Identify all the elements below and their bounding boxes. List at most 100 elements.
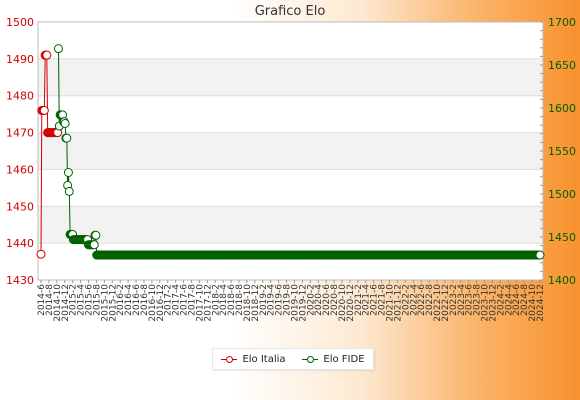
x-tick-label: 2024-8 — [520, 284, 530, 316]
x-tick-label: 2018-4 — [219, 284, 229, 316]
x-tick-label: 2023-4 — [457, 284, 467, 316]
x-tick-label: 2018-6 — [227, 284, 237, 316]
x-tick-label: 2020-12 — [346, 284, 356, 322]
y-left-tick-label: 1500 — [6, 16, 34, 29]
x-tick-label: 2023-2 — [449, 284, 459, 316]
data-point — [53, 44, 63, 54]
x-tick-label: 2022-2 — [401, 284, 411, 316]
plot-band — [38, 132, 543, 170]
x-tick-label: 2022-12 — [441, 284, 451, 322]
x-tick-label: 2021-4 — [362, 284, 372, 316]
x-tick-label: 2024-10 — [528, 284, 538, 322]
x-tick-label: 2024-2 — [496, 284, 506, 316]
x-tick-label: 2016-2 — [116, 284, 126, 316]
data-point — [63, 168, 73, 177]
x-tick-label: 2015-8 — [92, 284, 102, 316]
x-tick-label: 2023-8 — [473, 284, 483, 316]
data-point — [91, 230, 101, 240]
x-tick-label: 2019-4 — [267, 284, 277, 316]
x-tick-label: 2017-8 — [187, 284, 197, 316]
x-tick-label: 2022-10 — [433, 284, 443, 322]
x-tick-label: 2016-8 — [140, 284, 150, 316]
data-point — [89, 240, 99, 250]
x-tick-label: 2017-12 — [203, 284, 213, 322]
y-right-tick-label: 1450 — [548, 231, 576, 244]
plot-band — [38, 58, 543, 96]
y-left-tick-label: 1470 — [6, 127, 34, 140]
x-tick-label: 2015-12 — [108, 284, 118, 322]
x-tick-label: 2020-2 — [306, 284, 316, 316]
x-tick-label: 2017-10 — [195, 284, 205, 322]
x-tick-label: 2016-4 — [124, 284, 134, 316]
x-tick-label: 2017-4 — [172, 284, 182, 316]
x-tick-label: 2016-10 — [148, 284, 158, 322]
x-tick-label: 2024-4 — [504, 284, 514, 316]
x-tick-label: 2022-6 — [417, 284, 427, 316]
x-tick-label: 2021-6 — [370, 284, 380, 316]
legend-item-italia[interactable]: Elo Italia — [221, 353, 286, 365]
data-point — [62, 133, 72, 143]
data-point — [60, 118, 70, 128]
x-tick-label: 2020-6 — [322, 284, 332, 316]
y-left-tick-label: 1430 — [6, 274, 34, 287]
x-tick-label: 2022-8 — [425, 284, 435, 316]
y-right-tick-label: 1550 — [548, 145, 576, 158]
x-tick-label: 2019-12 — [298, 284, 308, 322]
x-tick-label: 2014-10 — [53, 284, 63, 322]
data-point — [535, 250, 545, 260]
x-tick-label: 2024-12 — [536, 284, 546, 322]
x-tick-label: 2021-8 — [378, 284, 388, 316]
x-tick-label: 2020-8 — [330, 284, 340, 316]
legend-marker-italia — [221, 354, 238, 364]
x-tick-label: 2014-8 — [45, 284, 55, 316]
y-left-tick-label: 1450 — [6, 200, 34, 213]
x-tick-label: 2018-12 — [251, 284, 261, 322]
y-left-tick-label: 1480 — [6, 90, 34, 103]
x-tick-label: 2014-12 — [61, 284, 71, 322]
legend-label-italia: Elo Italia — [242, 353, 286, 365]
x-tick-label: 2024-6 — [512, 284, 522, 316]
y-left-tick-label: 1460 — [6, 163, 34, 176]
x-tick-label: 2019-2 — [259, 284, 269, 316]
x-tick-label: 2019-8 — [283, 284, 293, 316]
x-tick-label: 2019-6 — [275, 284, 285, 316]
chart-legend[interactable]: Elo Italia Elo FIDE — [212, 348, 374, 370]
y-right-tick-label: 1500 — [548, 188, 576, 201]
x-tick-label: 2023-12 — [488, 284, 498, 322]
y-right-tick-label: 1600 — [548, 102, 576, 115]
x-tick-label: 2016-6 — [132, 284, 142, 316]
x-tick-label: 2016-12 — [156, 284, 166, 322]
y-right-tick-label: 1400 — [548, 274, 576, 287]
x-tick-label: 2021-10 — [386, 284, 396, 322]
x-tick-label: 2021-12 — [393, 284, 403, 322]
y-right-tick-label: 1700 — [548, 16, 576, 29]
x-tick-label: 2015-2 — [69, 284, 79, 316]
x-tick-label: 2021-2 — [354, 284, 364, 316]
y-right-tick-label: 1650 — [548, 59, 576, 72]
x-tick-label: 2023-10 — [481, 284, 491, 322]
x-tick-label: 2020-10 — [338, 284, 348, 322]
x-tick-label: 2015-4 — [77, 284, 87, 316]
x-tick-label: 2017-6 — [180, 284, 190, 316]
legend-marker-fide — [302, 354, 319, 364]
x-tick-label: 2019-10 — [290, 284, 300, 322]
x-tick-label: 2018-2 — [211, 284, 221, 316]
x-tick-label: 2014-6 — [37, 284, 47, 316]
y-left-tick-label: 1490 — [6, 53, 34, 66]
x-tick-label: 2022-4 — [409, 284, 419, 316]
x-tick-label: 2015-10 — [100, 284, 110, 322]
y-left-tick-label: 1440 — [6, 237, 34, 250]
x-tick-label: 2023-6 — [465, 284, 475, 316]
data-point — [36, 249, 46, 259]
legend-item-fide[interactable]: Elo FIDE — [302, 353, 365, 365]
x-tick-label: 2015-6 — [85, 284, 95, 316]
x-tick-label: 2020-4 — [314, 284, 324, 316]
chart-title: Grafico Elo — [254, 4, 326, 19]
data-point — [39, 105, 49, 115]
x-tick-label: 2018-8 — [235, 284, 245, 316]
data-point — [64, 186, 74, 196]
legend-label-fide: Elo FIDE — [323, 353, 365, 365]
plot-band — [38, 206, 543, 244]
